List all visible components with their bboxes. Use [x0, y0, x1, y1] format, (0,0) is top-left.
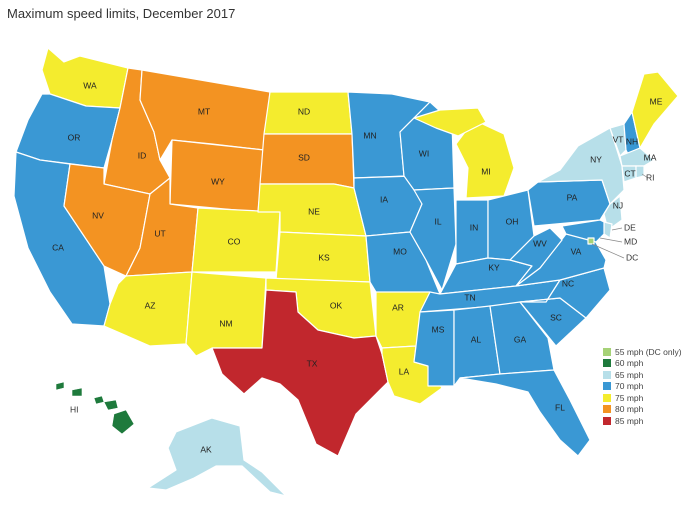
state-label-nv: NV	[92, 210, 104, 220]
state-label-nj: NJ	[613, 200, 623, 210]
state-label-ky: KY	[488, 262, 500, 272]
state-NJ	[603, 195, 623, 231]
state-label-mo: MO	[393, 246, 407, 256]
state-label-pa: PA	[567, 192, 578, 202]
state-label-ri: RI	[646, 172, 655, 182]
legend-item: 65 mph	[603, 369, 682, 381]
state-label-tn: TN	[464, 292, 475, 302]
state-label-nm: NM	[219, 318, 232, 328]
legend-swatch	[603, 359, 611, 368]
state-AK	[147, 417, 287, 497]
state-label-md: MD	[624, 236, 637, 246]
state-label-ms: MS	[432, 324, 445, 334]
state-FL	[459, 369, 591, 457]
legend-swatch	[603, 416, 611, 425]
state-label-mi: MI	[481, 166, 490, 176]
state-label-wv: WV	[533, 238, 547, 248]
legend-item: 60 mph	[603, 358, 682, 370]
state-TX	[211, 289, 389, 457]
state-label-ct: CT	[624, 168, 635, 178]
state-DC	[587, 237, 595, 245]
legend-swatch	[603, 347, 611, 356]
state-MI-upper	[413, 107, 487, 137]
legend-item: 75 mph	[603, 392, 682, 404]
state-label-vt: VT	[613, 134, 624, 144]
state-label-de: DE	[624, 222, 636, 232]
state-label-ok: OK	[330, 300, 343, 310]
legend-swatch	[603, 382, 611, 391]
legend-swatch	[603, 405, 611, 414]
state-label-tx: TX	[307, 358, 318, 368]
map-title: Maximum speed limits, December 2017	[7, 6, 236, 21]
state-label-az: AZ	[145, 300, 156, 310]
state-label-ny: NY	[590, 154, 602, 164]
state-label-ne: NE	[308, 206, 320, 216]
state-label-va: VA	[571, 246, 582, 256]
state-MA	[619, 147, 655, 167]
state-label-dc: DC	[626, 252, 638, 262]
state-label-fl: FL	[555, 402, 565, 412]
state-label-hi: HI	[70, 404, 79, 414]
state-GA	[489, 301, 555, 375]
legend-item: 70 mph	[603, 381, 682, 393]
legend-swatch	[603, 370, 611, 379]
state-label-wa: WA	[83, 80, 97, 90]
state-label-in: IN	[470, 222, 479, 232]
state-label-mn: MN	[363, 130, 376, 140]
legend: 55 mph (DC only) 60 mph 65 mph 70 mph 75 mph…	[603, 346, 682, 427]
state-label-al: AL	[471, 334, 482, 344]
state-label-wy: WY	[211, 176, 225, 186]
state-NM	[185, 271, 267, 357]
state-label-me: ME	[650, 96, 663, 106]
legend-label: 85 mph	[615, 415, 644, 426]
state-label-ut: UT	[154, 228, 165, 238]
state-PA	[527, 179, 611, 227]
state-label-nd: ND	[298, 106, 310, 116]
label-leader-lines	[591, 173, 649, 259]
state-label-ak: AK	[200, 444, 212, 454]
state-label-nc: NC	[562, 278, 574, 288]
state-label-id: ID	[138, 150, 147, 160]
state-label-nh: NH	[626, 136, 638, 146]
state-label-la: LA	[399, 366, 410, 376]
state-label-ar: AR	[392, 302, 404, 312]
legend-item: 55 mph (DC only)	[603, 346, 682, 358]
state-label-ma: MA	[644, 152, 657, 162]
state-OR	[15, 93, 121, 169]
legend-swatch	[603, 393, 611, 402]
state-ME	[631, 71, 679, 149]
state-label-sd: SD	[298, 152, 310, 162]
state-label-ks: KS	[318, 252, 330, 262]
state-label-or: OR	[68, 132, 81, 142]
state-MD	[561, 219, 605, 243]
state-label-sc: SC	[550, 312, 562, 322]
state-label-il: IL	[434, 216, 441, 226]
state-label-ia: IA	[380, 194, 388, 204]
state-label-mt: MT	[198, 106, 210, 116]
legend-label: 55 mph (DC only)	[615, 346, 682, 357]
state-label-ca: CA	[52, 242, 64, 252]
legend-item: 85 mph	[603, 415, 682, 427]
state-DE	[603, 221, 613, 239]
state-label-ga: GA	[514, 334, 527, 344]
state-labels: WA OR CA ID NV MT WY UT AZ CO NM ND SD NE KS OK TX MN IA MO…	[52, 80, 663, 454]
legend-label: 60 mph	[615, 358, 644, 369]
legend-label: 70 mph	[615, 381, 644, 392]
state-IL	[409, 187, 457, 291]
state-label-oh: OH	[506, 216, 519, 226]
state-label-co: CO	[228, 236, 241, 246]
legend-label: 80 mph	[615, 404, 644, 415]
state-WV	[509, 227, 563, 287]
state-CO	[191, 207, 281, 273]
legend-label: 65 mph	[615, 369, 644, 380]
state-RI	[635, 165, 645, 179]
legend-label: 75 mph	[615, 392, 644, 403]
state-HI-islands	[55, 381, 135, 435]
legend-item: 80 mph	[603, 404, 682, 416]
state-label-wi: WI	[419, 148, 429, 158]
